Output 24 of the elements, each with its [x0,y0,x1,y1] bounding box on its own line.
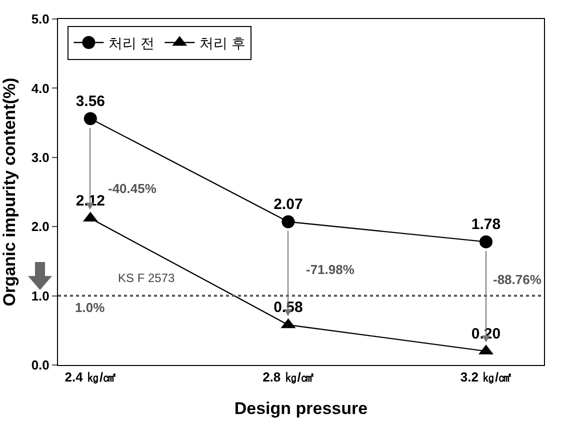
legend-label: 처리 후 [200,34,246,51]
y-tick-label: 0.0 [31,358,50,373]
point [282,215,295,228]
point [480,235,492,248]
data-label: 1.78 [471,216,501,233]
y-tick-label: 5.0 [31,12,50,27]
y-tick-label: 3.0 [31,150,50,165]
legend-label: 처리 전 [108,34,155,51]
x-tick-label: 2.4 ㎏/㎠ [64,370,116,385]
point [84,112,97,126]
y-tick-label: 2.0 [31,219,50,234]
annotation: -88.76% [493,272,542,287]
ref-line-label: KS F 2573 [118,271,176,285]
y-tick-label: 4.0 [31,80,50,96]
annotation: -71.98% [306,262,355,277]
y-axis-title: Organic impurity content(%) [0,78,19,306]
data-label: 2.07 [274,196,303,213]
x-tick-label: 2.8 ㎏/㎠ [262,370,314,385]
y-tick-label: 1.0 [31,288,50,304]
x-tick-label: 3.2 ㎏/㎠ [460,370,512,385]
x-axis-title: Design pressure [234,399,368,418]
data-label: 3.56 [76,92,106,110]
annotation: 1.0% [75,300,106,315]
annotation: -40.45% [108,181,157,196]
